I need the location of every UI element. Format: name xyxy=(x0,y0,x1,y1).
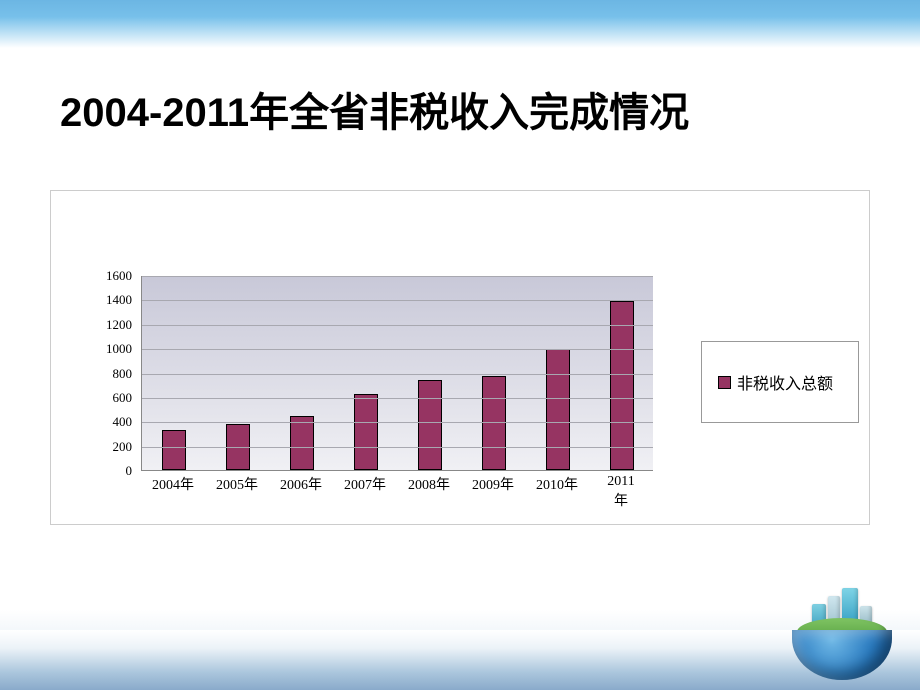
legend-swatch xyxy=(718,376,731,389)
x-tick-label: 2008年 xyxy=(408,474,450,494)
gridline xyxy=(142,276,653,277)
gridline xyxy=(142,447,653,448)
chart-inner: 02004006008001000120014001600 2004年2005年… xyxy=(81,276,661,516)
x-tick-label: 2007年 xyxy=(344,474,386,494)
x-tick-label: 2005年 xyxy=(216,474,258,494)
x-tick-label: 2011年 xyxy=(605,474,637,510)
y-tick-label: 1000 xyxy=(106,341,132,357)
gridline xyxy=(142,325,653,326)
x-axis-labels: 2004年2005年2006年2007年2008年2009年2010年2011年 xyxy=(141,474,653,494)
bar xyxy=(546,349,570,470)
slide-top-gradient xyxy=(0,0,920,48)
slide-title: 2004-2011年全省非税收入完成情况 xyxy=(60,80,689,138)
bar xyxy=(162,430,186,470)
gridline xyxy=(142,398,653,399)
gridline xyxy=(142,300,653,301)
legend-label: 非税收入总额 xyxy=(737,370,833,394)
plot-area xyxy=(141,276,653,471)
legend: 非税收入总额 xyxy=(701,341,859,423)
x-tick-label: 2004年 xyxy=(152,474,194,494)
bar xyxy=(354,394,378,470)
gridline xyxy=(142,349,653,350)
y-tick-label: 400 xyxy=(113,414,133,430)
y-tick-label: 1200 xyxy=(106,317,132,333)
y-tick-label: 1400 xyxy=(106,292,132,308)
y-axis-labels: 02004006008001000120014001600 xyxy=(81,276,136,471)
chart-container: 0 200 400 600 800 1000 1200 1400 1600 2004年 2005年… xyxy=(50,190,870,525)
bar xyxy=(610,301,634,470)
x-tick-label: 2010年 xyxy=(536,474,578,494)
y-tick-label: 1600 xyxy=(106,268,132,284)
y-tick-label: 0 xyxy=(126,463,133,479)
bar xyxy=(290,416,314,470)
bar xyxy=(418,380,442,470)
globe-decoration-icon xyxy=(782,595,902,680)
gridline xyxy=(142,422,653,423)
y-tick-label: 800 xyxy=(113,366,133,382)
y-tick-label: 600 xyxy=(113,390,133,406)
y-tick-label: 200 xyxy=(113,439,133,455)
x-tick-label: 2006年 xyxy=(280,474,322,494)
gridline xyxy=(142,374,653,375)
x-tick-label: 2009年 xyxy=(472,474,514,494)
